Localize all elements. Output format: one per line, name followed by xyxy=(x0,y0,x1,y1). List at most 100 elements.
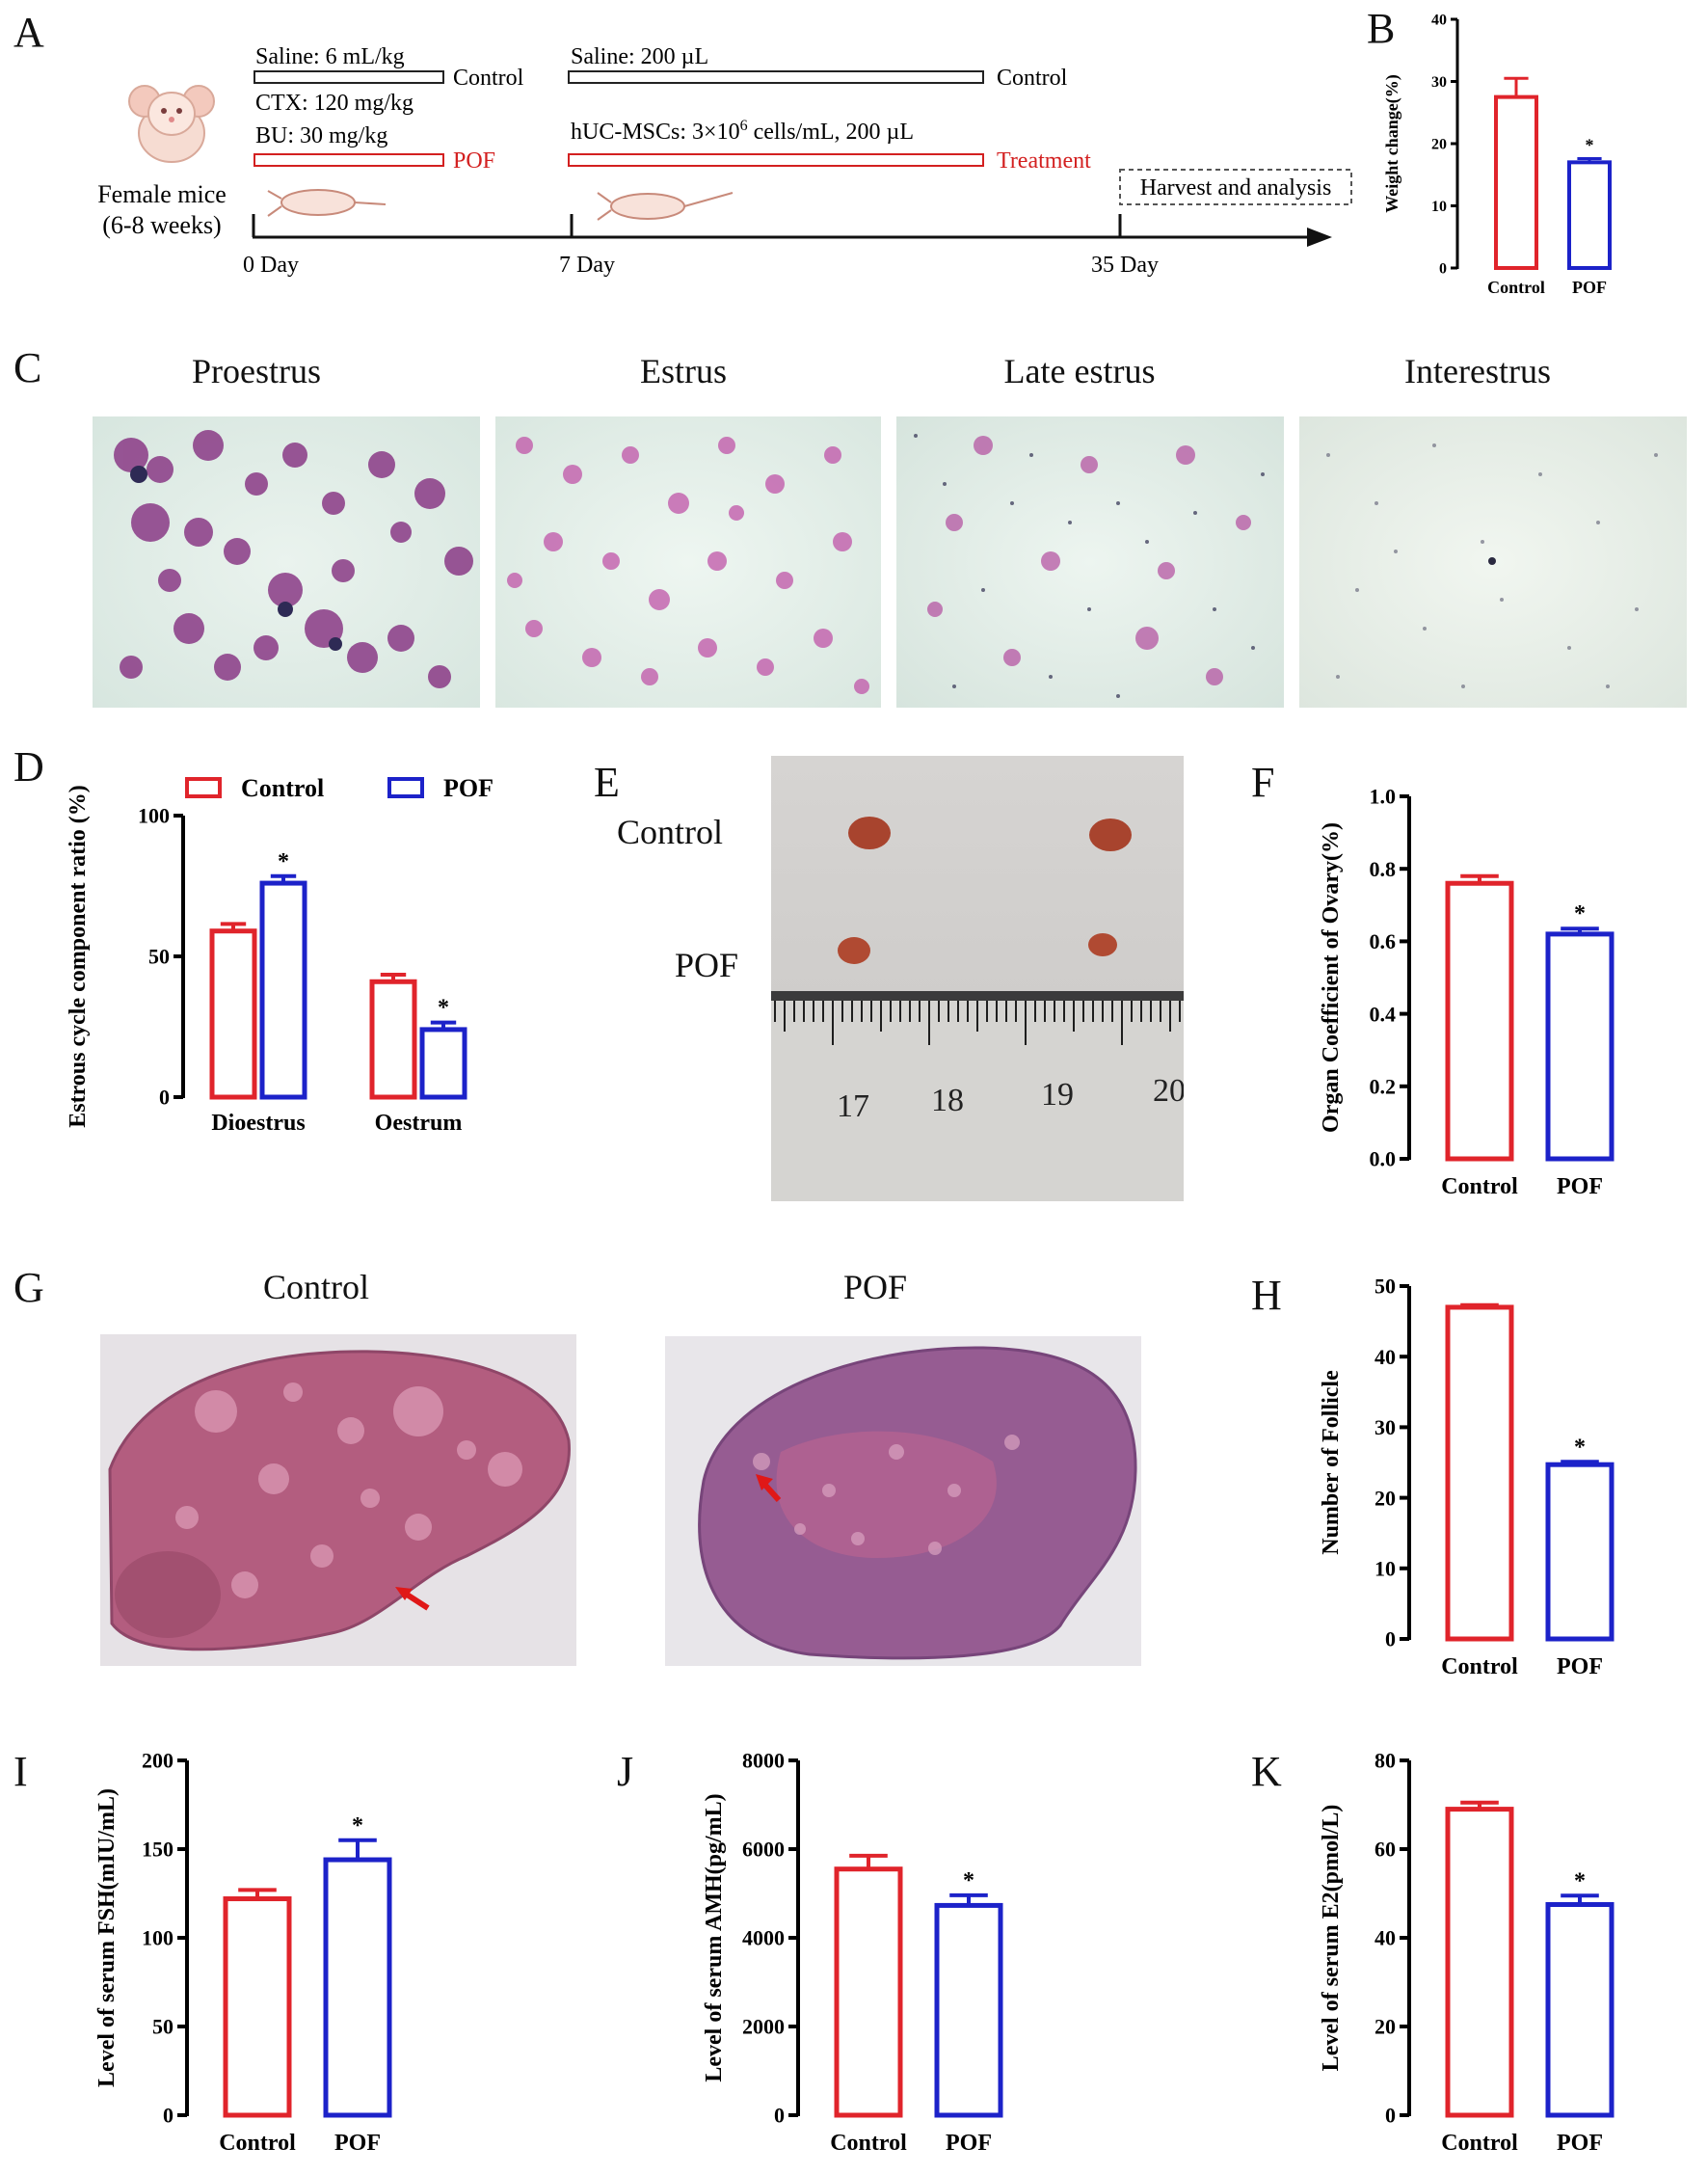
bar xyxy=(1445,880,1514,1162)
y-tick-label: 150 xyxy=(142,1838,173,1862)
mouse-icon xyxy=(128,85,215,163)
harvest-label: Harvest and analysis xyxy=(1140,175,1332,201)
histology-control-tissue xyxy=(108,1350,571,1651)
arrow-icon xyxy=(395,1587,413,1600)
smear-image-proestrus xyxy=(93,416,480,708)
bar xyxy=(1545,1902,1615,2118)
panel-label-j: J xyxy=(617,1748,634,1795)
y-tick-label: 50 xyxy=(1374,1275,1396,1299)
panel-label-d: D xyxy=(13,743,44,791)
y-tick-label: 6000 xyxy=(742,1838,785,1862)
y-tick-label: 20 xyxy=(1374,2015,1396,2039)
smear-cells-interestrus xyxy=(1326,443,1658,688)
bar xyxy=(1445,1807,1514,2118)
y-tick-label: 4000 xyxy=(742,1926,785,1950)
pof-label: POF xyxy=(453,148,495,174)
smear-cells-estrus xyxy=(507,437,869,694)
y-tick-label: 0 xyxy=(1385,2104,1396,2128)
stage-label-late-estrus: Late estrus xyxy=(1003,352,1156,390)
panel-label-h: H xyxy=(1251,1272,1282,1319)
x-tick-label: POF xyxy=(1572,278,1607,297)
stage-label-interestrus: Interestrus xyxy=(1404,352,1551,390)
bar xyxy=(934,1902,1003,2118)
panel-label-k: K xyxy=(1251,1748,1282,1795)
x-tick-label: Control xyxy=(1441,2131,1518,2156)
histology-pof-label: POF xyxy=(842,1268,908,1306)
bar xyxy=(1545,1462,1615,1642)
y-tick-label: 20 xyxy=(1431,137,1447,153)
serum-amh-chart: Level of serum AMH(pg/mL) 0 2000 4000 6000 80… xyxy=(702,1749,1003,2156)
y-axis-label: Organ Coefficient of Ovary(%) xyxy=(1319,822,1344,1133)
serum-e2-chart: Level of serum E2(pmol/L) 0 20 40 60 80 Contro… xyxy=(1319,1749,1615,2156)
saline-volume-label: Saline: 200 µL xyxy=(571,44,708,69)
y-tick-label: 0 xyxy=(163,2104,173,2128)
x-tick-label: POF xyxy=(1557,1654,1603,1679)
ruler-label-18: 18 xyxy=(931,1083,964,1118)
harvest-box xyxy=(1119,169,1352,205)
x-tick-label: POF xyxy=(946,2131,992,2156)
bar xyxy=(209,928,257,1100)
x-tick-label: Oestrum xyxy=(375,1111,463,1136)
ovary-photo: 17 18 19 20 xyxy=(771,756,1184,1201)
y-axis-label: Level of serum FSH(mIU/mL) xyxy=(94,1788,120,2087)
ovary-photo-content: 17 18 19 20 xyxy=(771,817,1184,1201)
timeline-arrow-icon xyxy=(1307,228,1332,247)
bar xyxy=(419,1027,467,1100)
weight-change-chart: Weight change(%) 0 10 20 30 40 Control POF * xyxy=(1382,13,1612,297)
smear-image-late-estrus xyxy=(896,416,1284,708)
ruler-label-19: 19 xyxy=(1041,1077,1074,1113)
arrow-icon xyxy=(756,1474,773,1490)
hucmsc-dose-label: hUC-MSCs: 3×106 cells/mL, 200 µL xyxy=(571,118,914,145)
x-tick-label: POF xyxy=(1557,1174,1603,1199)
significance-marker: * xyxy=(1574,1435,1586,1460)
y-tick-label: 0 xyxy=(774,2104,785,2128)
bar xyxy=(223,1896,292,2118)
smear-cells-late-estrus xyxy=(914,434,1265,698)
y-tick-label: 30 xyxy=(1374,1415,1396,1439)
smear-cells-proestrus xyxy=(114,430,473,688)
ruler-label-17: 17 xyxy=(837,1088,869,1124)
panel-label-b: B xyxy=(1367,5,1396,52)
x-tick-label: Control xyxy=(1441,1174,1518,1199)
follicle-number-chart: Number of Follicle 0 10 20 30 40 50 Control POF * xyxy=(1319,1275,1615,1679)
significance-marker: * xyxy=(1574,1868,1586,1893)
y-tick-label: 40 xyxy=(1374,1345,1396,1369)
y-tick-label: 8000 xyxy=(742,1749,785,1773)
panel-label-i: I xyxy=(13,1748,28,1795)
significance-marker: * xyxy=(438,996,449,1021)
x-tick-label: Control xyxy=(1487,278,1545,297)
smear-image-interestrus xyxy=(1299,416,1687,708)
ruler-label-20: 20 xyxy=(1153,1073,1184,1109)
injection-sketch-1 xyxy=(267,189,387,217)
treatment-bar xyxy=(568,153,984,167)
day-0-label: 0 Day xyxy=(243,253,299,278)
panel-label-a: A xyxy=(13,9,44,56)
control-bar-1 xyxy=(254,70,444,84)
histology-image-pof xyxy=(665,1336,1141,1666)
injection-sketch-2 xyxy=(597,192,734,221)
legend-swatch xyxy=(387,777,424,798)
organ-coefficient-chart: Organ Coefficient of Ovary(%) 0.0 0.2 0.4 0.… xyxy=(1319,785,1615,1199)
y-tick-label: 100 xyxy=(142,1926,173,1950)
significance-marker: * xyxy=(352,1813,363,1839)
x-tick-label: POF xyxy=(334,2131,381,2156)
saline-dose-label: Saline: 6 mL/kg xyxy=(255,44,405,69)
panel-label-c: C xyxy=(13,344,42,391)
ovary-pof-right xyxy=(1088,933,1117,956)
control-label-1: Control xyxy=(453,66,524,91)
significance-marker: * xyxy=(278,849,289,874)
mice-age-label: (6-8 weeks) xyxy=(102,211,221,239)
ovary-photo-control-label: Control xyxy=(617,813,724,851)
smear-image-estrus xyxy=(495,416,881,708)
significance-marker: * xyxy=(1586,135,1594,154)
estrous-cycle-ratio-chart: Estrous cycle component ratio (%) 0 50 100 D… xyxy=(66,774,494,1136)
y-tick-label: 20 xyxy=(1374,1486,1396,1510)
y-tick-label: 100 xyxy=(138,804,170,828)
y-tick-label: 0 xyxy=(1385,1627,1396,1651)
y-axis-label: Estrous cycle component ratio (%) xyxy=(66,785,91,1128)
y-tick-label: 40 xyxy=(1374,1926,1396,1950)
y-tick-label: 30 xyxy=(1431,74,1447,91)
bar xyxy=(1494,94,1538,270)
histology-image-control xyxy=(100,1334,576,1666)
panel-label-e: E xyxy=(594,759,620,806)
